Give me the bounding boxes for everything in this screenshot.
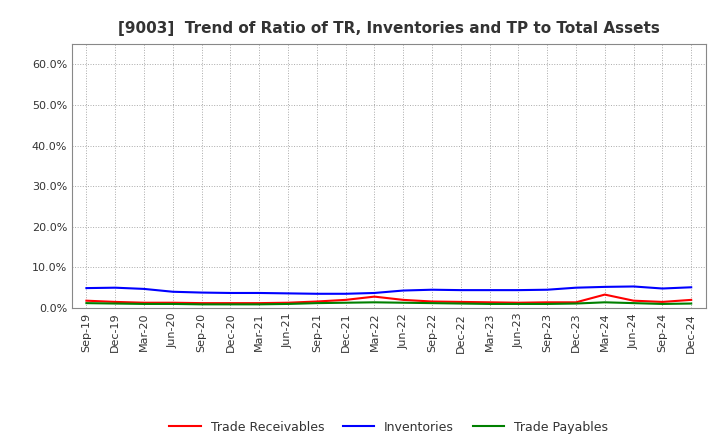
Trade Payables [341,300,350,305]
Inventories [658,286,667,291]
Trade Receivables [629,298,638,303]
Trade Payables [514,301,523,307]
Inventories [341,291,350,297]
Inventories [312,291,321,297]
Trade Receivables [514,300,523,305]
Trade Payables [399,300,408,305]
Line: Trade Payables: Trade Payables [86,302,691,304]
Inventories [687,285,696,290]
Inventories [82,286,91,291]
Trade Payables [111,301,120,306]
Trade Payables [82,301,91,306]
Title: [9003]  Trend of Ratio of TR, Inventories and TP to Total Assets: [9003] Trend of Ratio of TR, Inventories… [118,21,660,36]
Inventories [572,285,580,290]
Trade Payables [226,302,235,307]
Trade Receivables [600,292,609,297]
Trade Payables [687,301,696,306]
Trade Receivables [111,299,120,304]
Trade Receivables [543,300,552,305]
Inventories [485,287,494,293]
Inventories [514,287,523,293]
Inventories [111,285,120,290]
Inventories [284,291,292,296]
Line: Inventories: Inventories [86,286,691,294]
Trade Payables [600,300,609,305]
Trade Receivables [456,299,465,304]
Trade Payables [543,301,552,307]
Trade Payables [168,301,177,307]
Inventories [140,286,148,292]
Trade Receivables [255,301,264,306]
Inventories [226,290,235,296]
Trade Receivables [658,299,667,304]
Trade Payables [428,301,436,306]
Trade Receivables [687,297,696,303]
Trade Payables [140,301,148,307]
Trade Payables [197,302,206,307]
Trade Receivables [399,297,408,303]
Trade Payables [456,301,465,306]
Trade Receivables [572,300,580,305]
Trade Receivables [312,299,321,304]
Inventories [197,290,206,295]
Trade Payables [284,301,292,307]
Trade Receivables [485,300,494,305]
Trade Receivables [197,301,206,306]
Inventories [428,287,436,292]
Trade Payables [485,301,494,307]
Trade Receivables [370,294,379,299]
Trade Receivables [341,297,350,303]
Trade Payables [572,301,580,306]
Trade Payables [629,301,638,306]
Inventories [370,290,379,296]
Inventories [543,287,552,292]
Trade Receivables [168,300,177,305]
Inventories [168,289,177,294]
Inventories [600,284,609,290]
Trade Receivables [140,300,148,305]
Trade Receivables [428,299,436,304]
Trade Payables [658,301,667,307]
Trade Payables [312,301,321,306]
Inventories [399,288,408,293]
Trade Payables [370,300,379,305]
Inventories [456,287,465,293]
Trade Receivables [226,301,235,306]
Inventories [255,290,264,296]
Legend: Trade Receivables, Inventories, Trade Payables: Trade Receivables, Inventories, Trade Pa… [164,416,613,439]
Trade Receivables [82,298,91,303]
Line: Trade Receivables: Trade Receivables [86,295,691,303]
Trade Receivables [284,300,292,305]
Inventories [629,284,638,289]
Trade Payables [255,302,264,307]
